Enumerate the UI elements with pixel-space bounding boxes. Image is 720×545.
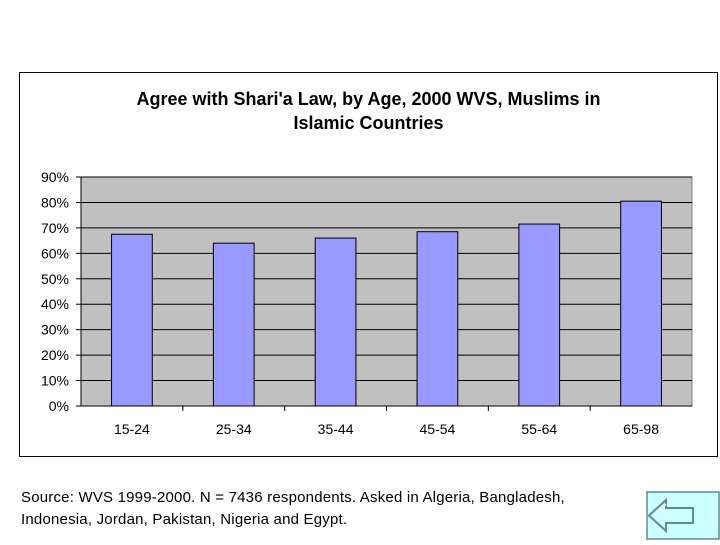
x-tick-label: 55-64 (521, 421, 557, 437)
y-tick-label: 80% (41, 194, 69, 210)
y-tick-label: 70% (41, 220, 69, 236)
x-tick-label: 45-54 (420, 421, 456, 437)
chart-title-line-1: Agree with Shari'a Law, by Age, 2000 WVS… (136, 89, 601, 109)
x-tick-label: 35-44 (318, 421, 354, 437)
y-tick-labels: 0% 10% 20% 30% 40% 50% 60% 70% 80% 90% (41, 169, 69, 414)
bar (314, 237, 357, 407)
bar (111, 233, 153, 407)
y-tick-label: 40% (41, 296, 69, 312)
y-tick-label: 10% (41, 373, 69, 389)
x-tick-labels: 15-24 25-34 35-44 45-54 55-64 65-98 (114, 406, 659, 437)
x-tick-label: 15-24 (114, 421, 150, 437)
bar-chart: 0% 10% 20% 30% 40% 50% 60% 70% 80% 90% 15-24 25-34… (41, 169, 693, 437)
bars (111, 200, 662, 407)
y-tick-label: 90% (41, 169, 69, 185)
chart-title-line-2: Islamic Countries (293, 113, 444, 133)
bar (212, 242, 255, 407)
y-tick-label: 50% (41, 271, 69, 287)
plot-background (80, 176, 693, 407)
chart-frame: Agree with Shari'a Law, by Age, 2000 WVS… (19, 72, 718, 457)
gridlines (76, 176, 692, 407)
x-tick-label: 65-98 (623, 421, 659, 437)
y-tick-label: 20% (41, 347, 69, 363)
y-tick-label: 30% (41, 322, 69, 338)
x-tick-label: 25-34 (216, 421, 252, 437)
bar (416, 231, 459, 407)
y-tick-label: 60% (41, 245, 69, 261)
left-arrow-icon (647, 497, 694, 534)
back-button[interactable] (646, 491, 720, 540)
chart-title: Agree with Shari'a Law, by Age, 2000 WVS… (20, 87, 717, 135)
source-note: Source: WVS 1999-2000. N = 7436 responde… (21, 489, 565, 528)
bar (518, 223, 561, 407)
bar (620, 200, 662, 407)
y-tick-label: 0% (49, 398, 69, 414)
arrow-highlight (653, 503, 667, 517)
plot-area (80, 176, 693, 407)
